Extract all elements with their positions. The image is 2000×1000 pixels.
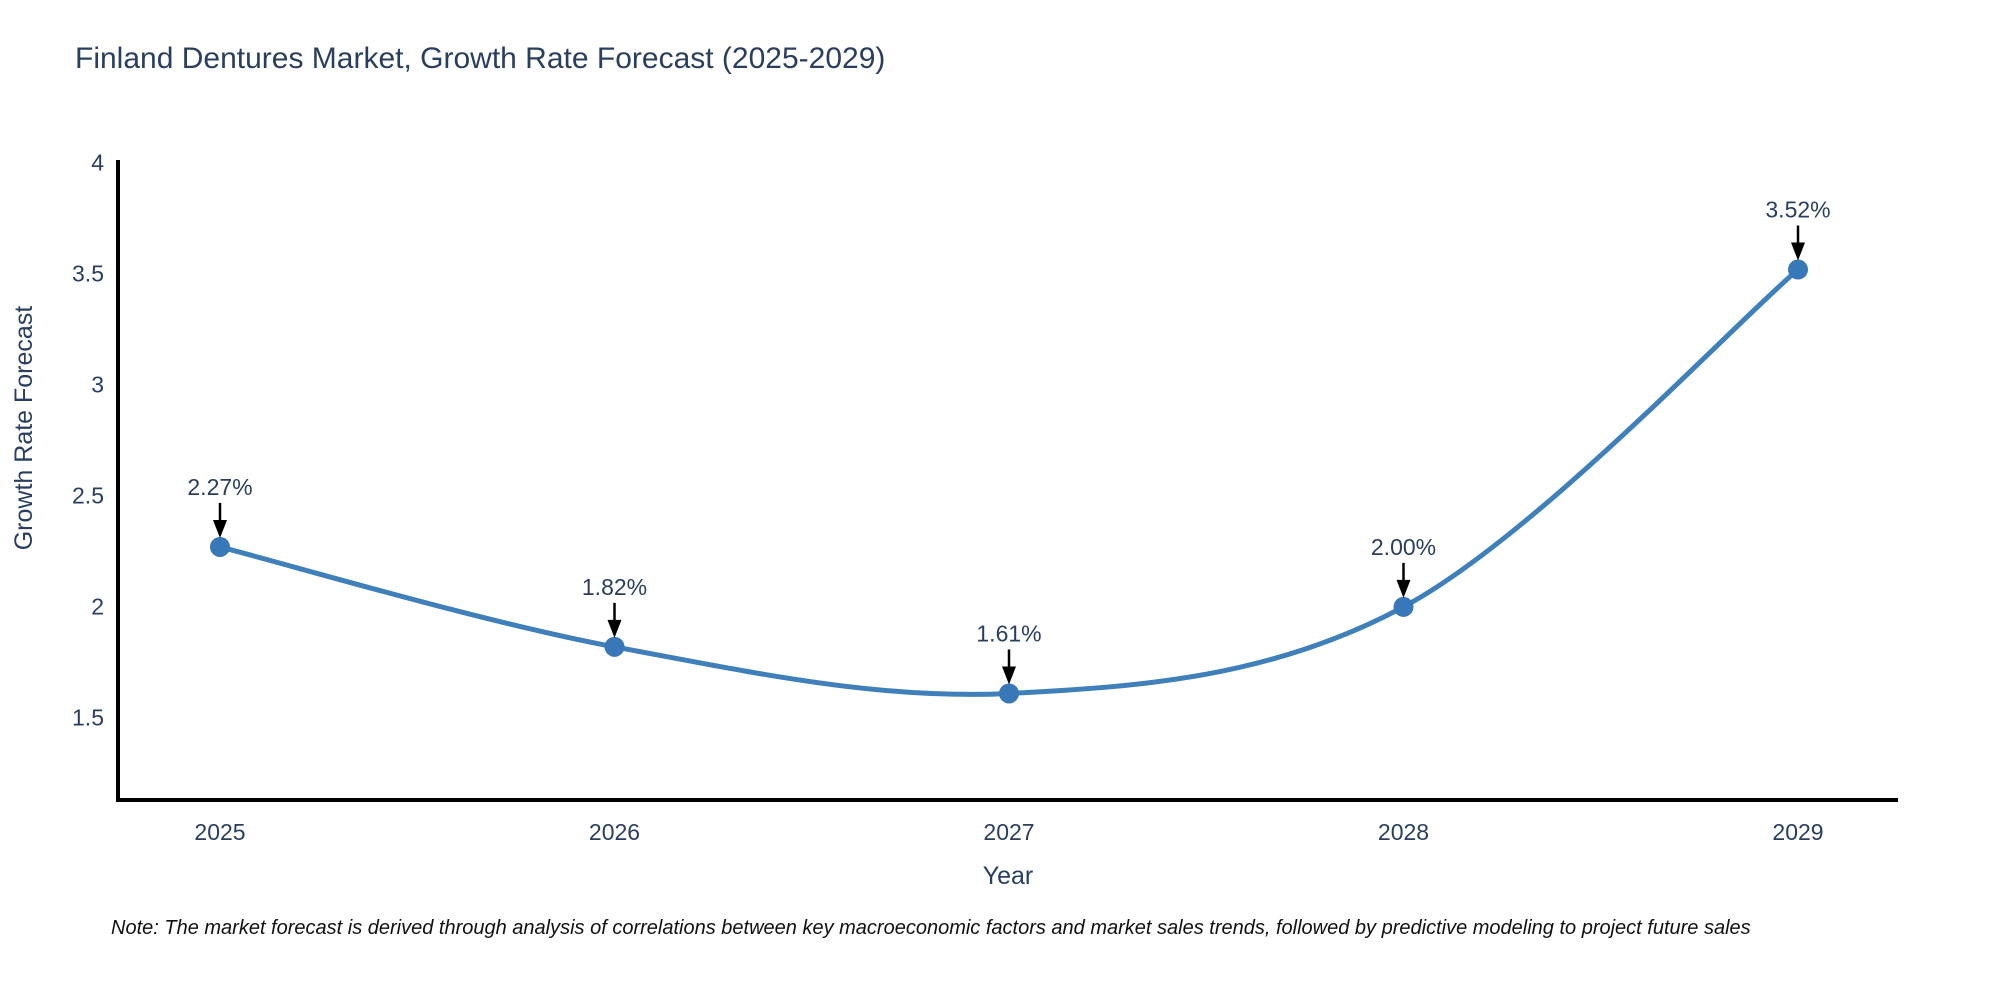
x-tick-label: 2025 [194, 819, 245, 845]
annotation-arrowhead [607, 619, 622, 638]
point-annotation-label: 1.61% [976, 620, 1041, 646]
annotation-arrowhead [213, 519, 227, 538]
y-tick-label: 2.5 [72, 483, 104, 509]
point-annotation-label: 1.82% [582, 574, 647, 600]
chart-title: Finland Dentures Market, Growth Rate For… [75, 42, 886, 75]
y-tick-label: 3 [91, 372, 104, 398]
point-annotation-label: 2.27% [187, 474, 252, 500]
x-tick-label: 2028 [1378, 819, 1429, 845]
data-point-marker [210, 536, 230, 557]
y-axis-title: Growth Rate Forecast [10, 306, 38, 551]
data-point-marker [999, 683, 1019, 704]
y-tick-label: 1.5 [72, 704, 104, 730]
point-annotation-label: 3.52% [1765, 197, 1830, 223]
y-tick-label: 4 [91, 150, 104, 176]
data-point-marker [604, 636, 625, 657]
x-tick-label: 2027 [983, 819, 1034, 845]
annotation-arrowhead [1002, 666, 1016, 685]
x-tick-label: 2026 [589, 819, 640, 845]
annotation-arrowhead [1791, 242, 1805, 261]
x-tick-label: 2029 [1772, 819, 1823, 845]
footnote: Note: The market forecast is derived thr… [111, 917, 1751, 939]
data-point-marker [1393, 596, 1414, 617]
point-annotation-label: 2.00% [1371, 534, 1436, 560]
y-tick-label: 3.5 [72, 261, 104, 287]
data-point-marker [1788, 259, 1808, 280]
x-axis-title: Year [983, 862, 1034, 890]
y-tick-label: 2 [91, 593, 104, 619]
annotation-arrowhead [1396, 579, 1411, 598]
